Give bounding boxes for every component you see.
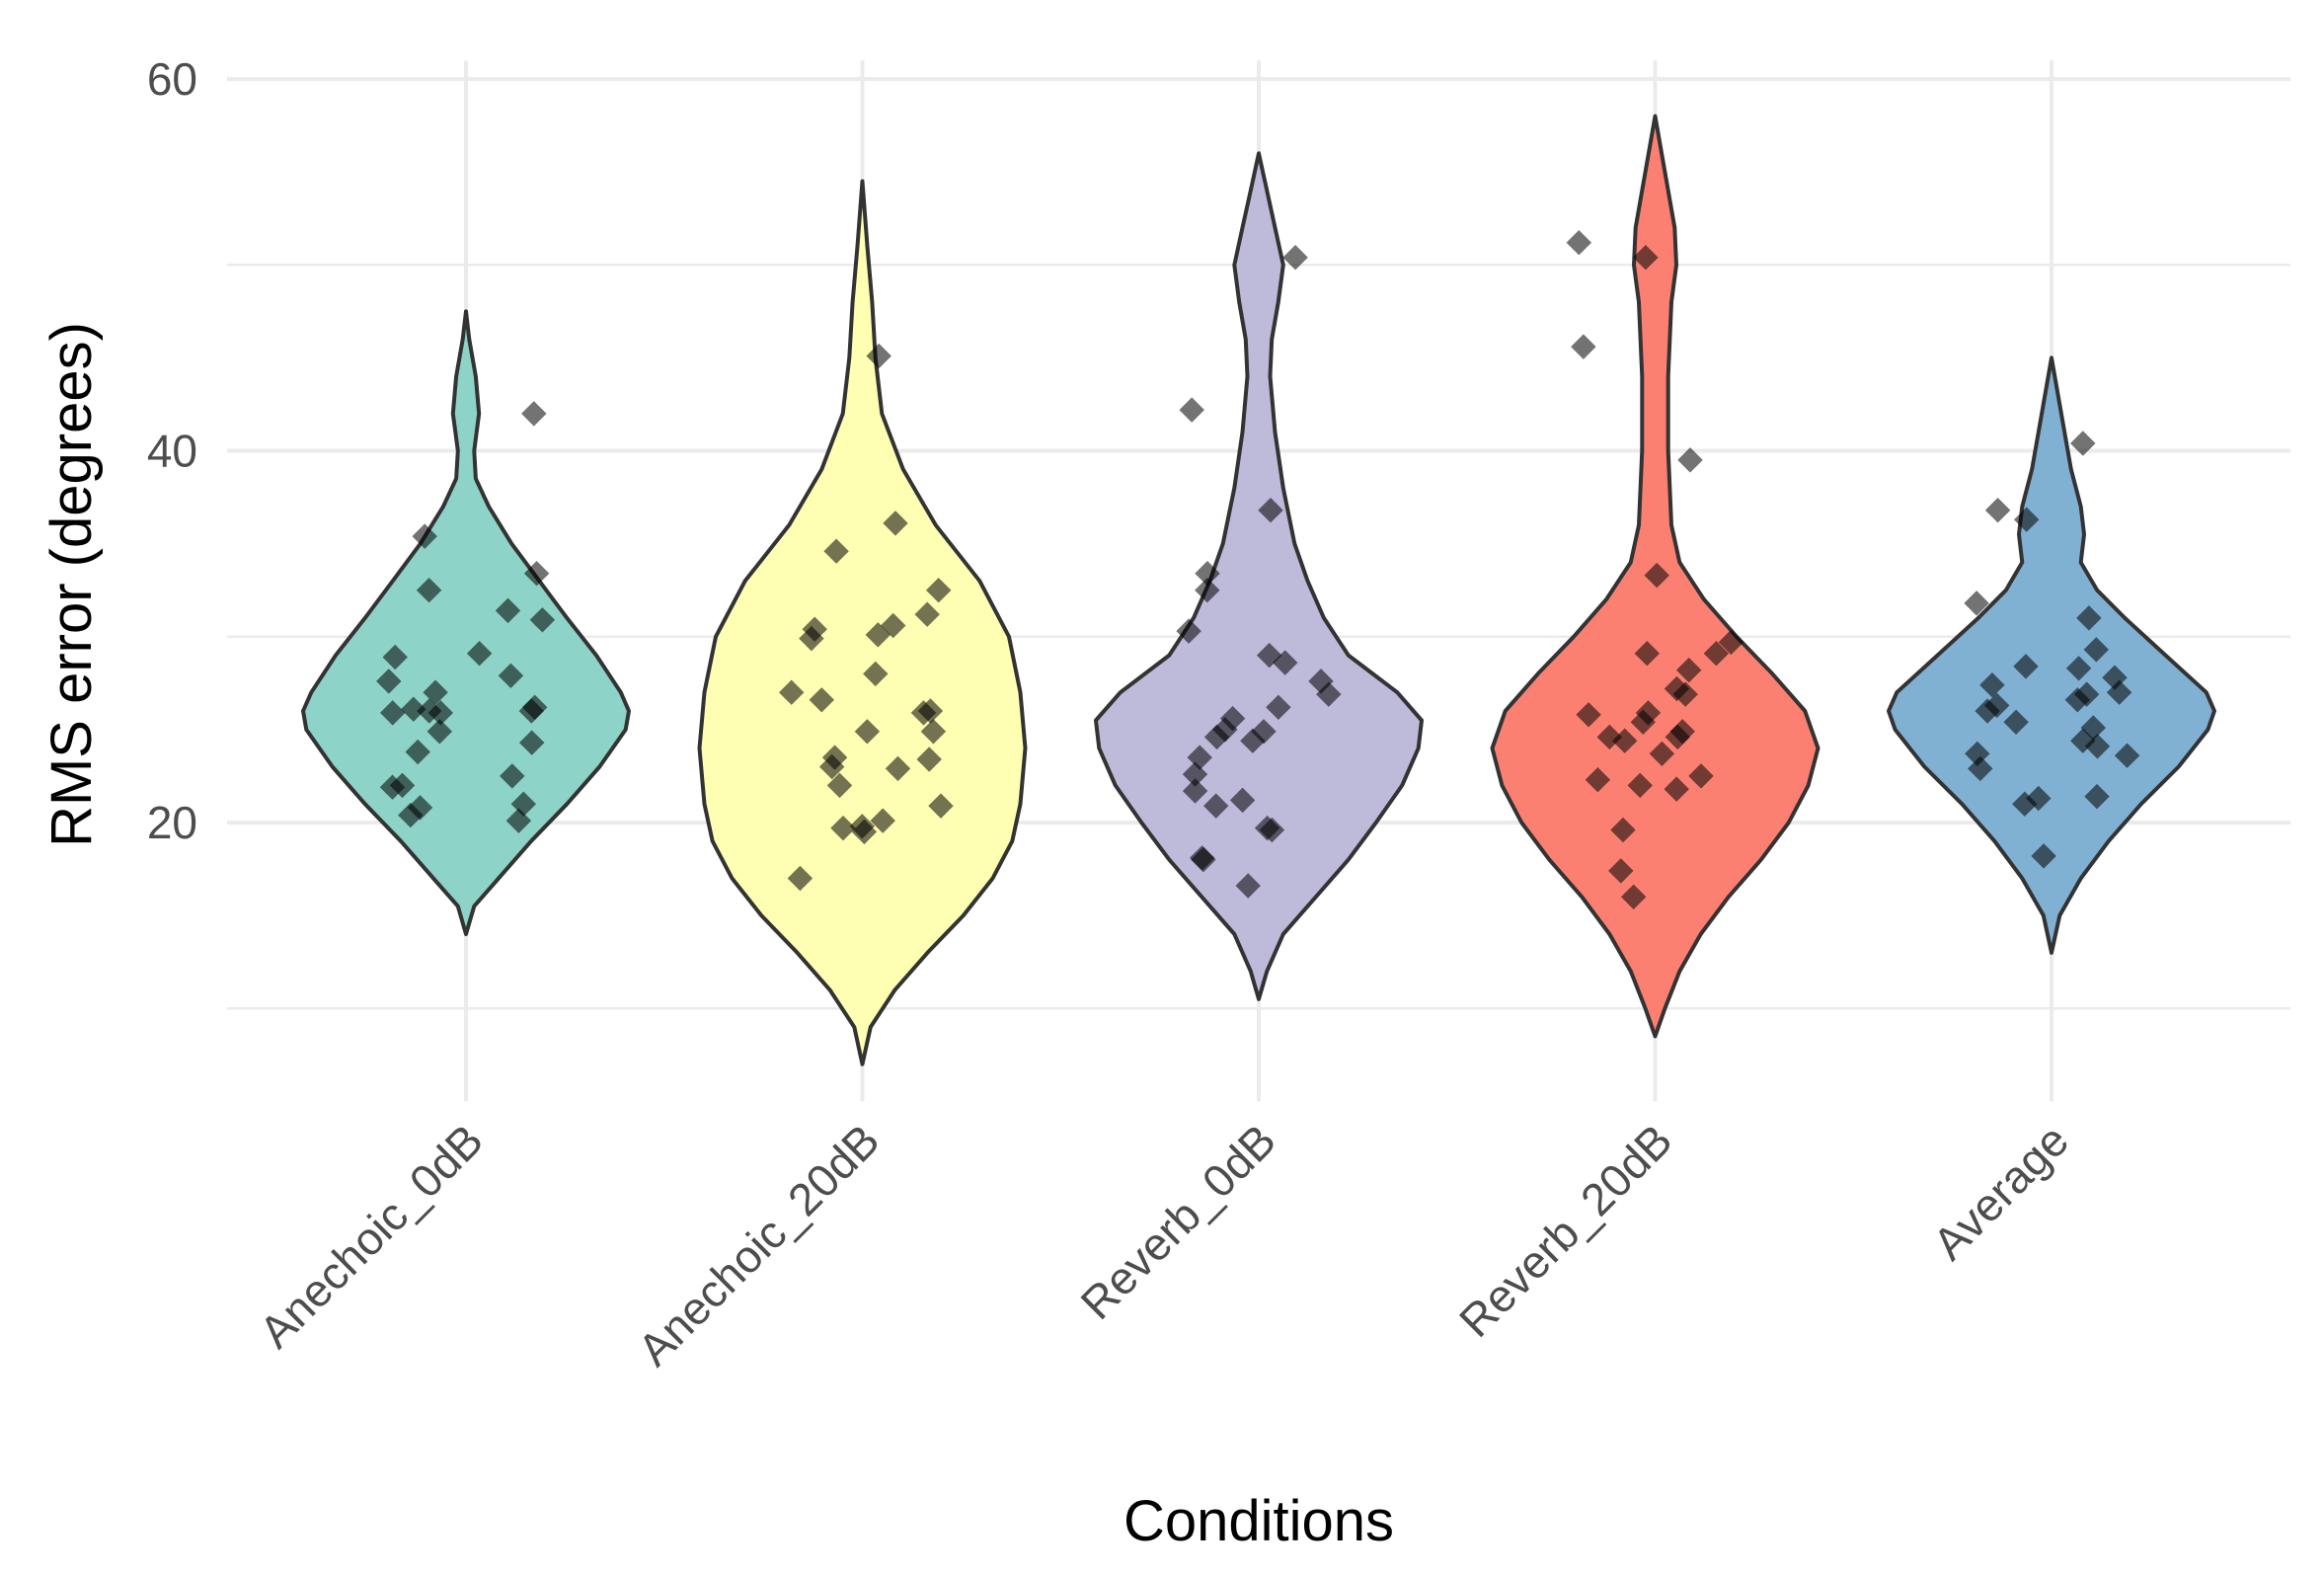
point-Anechoic_20dB-19 xyxy=(854,719,881,745)
x-axis-title: Conditions xyxy=(1123,1489,1394,1553)
point-Anechoic_0dB-25 xyxy=(521,694,548,721)
point-Anechoic_20dB-17 xyxy=(928,793,954,819)
point-Anechoic_0dB-22 xyxy=(518,730,545,755)
point-Anechoic_0dB-18 xyxy=(416,577,442,603)
point-Anechoic_0dB-26 xyxy=(423,679,448,705)
x-tick-label-Reverb_20dB: Reverb_20dB xyxy=(1449,1114,1682,1347)
point-Anechoic_20dB-15 xyxy=(809,687,835,713)
y-tick-label-40: 40 xyxy=(147,426,197,477)
point-Anechoic_0dB-24 xyxy=(521,401,547,427)
point-Anechoic_0dB-16 xyxy=(427,700,454,726)
point-Anechoic_20dB-23 xyxy=(830,815,856,841)
x-tick-label-Reverb_0dB: Reverb_0dB xyxy=(1070,1114,1285,1329)
violin-Average xyxy=(1887,355,2216,955)
point-Anechoic_0dB-20 xyxy=(510,791,537,817)
point-Anechoic_20dB-26 xyxy=(885,755,911,782)
violins xyxy=(301,114,2216,1066)
violin-Anechoic_20dB xyxy=(697,179,1028,1066)
point-Anechoic_0dB-2 xyxy=(523,560,550,587)
point-Anechoic_0dB-7 xyxy=(466,640,493,667)
point-Reverb_0dB-19 xyxy=(1179,397,1204,423)
point-Anechoic_0dB-11 xyxy=(405,739,430,765)
point-Anechoic_20dB-25 xyxy=(821,745,848,770)
y-tick-label-20: 20 xyxy=(147,797,197,848)
point-Anechoic_0dB-4 xyxy=(376,669,402,694)
point-Anechoic_20dB-22 xyxy=(849,814,876,839)
violin-Anechoic_0dB xyxy=(301,309,631,936)
y-axis-title: RMS error (degrees) xyxy=(39,322,104,847)
point-Anechoic_20dB-16 xyxy=(799,625,824,652)
point-Anechoic_0dB-17 xyxy=(379,774,406,800)
point-Anechoic_0dB-14 xyxy=(529,607,556,633)
point-Anechoic_0dB-23 xyxy=(412,523,437,549)
point-Anechoic_20dB-21 xyxy=(866,343,891,369)
point-Anechoic_20dB-4 xyxy=(823,538,849,564)
point-Anechoic_20dB-24 xyxy=(865,622,891,648)
point-Anechoic_20dB-5 xyxy=(925,577,952,603)
point-Anechoic_20dB-12 xyxy=(787,865,813,892)
point-Anechoic_20dB-6 xyxy=(920,719,947,745)
point-Anechoic_0dB-19 xyxy=(401,696,426,722)
point-Anechoic_0dB-9 xyxy=(498,663,524,689)
point-Reverb_0dB-20 xyxy=(1282,244,1308,271)
point-Anechoic_0dB-13 xyxy=(500,763,525,789)
point-Average-22 xyxy=(1984,497,2011,523)
point-Anechoic_0dB-3 xyxy=(379,700,406,726)
point-Anechoic_20dB-9 xyxy=(916,747,942,772)
point-Anechoic_0dB-5 xyxy=(382,644,408,670)
point-Anechoic_0dB-10 xyxy=(426,719,453,745)
point-Anechoic_20dB-14 xyxy=(863,661,889,687)
point-Anechoic_20dB-11 xyxy=(826,772,853,799)
point-Anechoic_20dB-20 xyxy=(883,511,908,536)
point-Reverb_20dB-19 xyxy=(1571,334,1596,359)
point-Anechoic_0dB-21 xyxy=(407,795,433,821)
point-Anechoic_20dB-3 xyxy=(914,601,940,627)
violin-Reverb_0dB xyxy=(1094,151,1424,1001)
x-tick-label-Average: Average xyxy=(1923,1114,2078,1269)
point-Anechoic_20dB-0 xyxy=(870,808,895,833)
point-Anechoic_20dB-10 xyxy=(910,700,937,726)
point-Anechoic_20dB-8 xyxy=(778,679,805,705)
point-Reverb_20dB-20 xyxy=(1566,229,1592,256)
x-tick-label-Anechoic_0dB: Anechoic_0dB xyxy=(250,1114,494,1358)
x-tick-label-Anechoic_20dB: Anechoic_20dB xyxy=(628,1114,890,1376)
point-Anechoic_0dB-6 xyxy=(495,597,521,624)
y-tick-label-60: 60 xyxy=(147,53,197,105)
y-tick-labels: 20 40 60 xyxy=(147,53,197,848)
x-tick-labels: Anechoic_0dB Anechoic_20dB Reverb_0dB Rever… xyxy=(250,1114,2079,1376)
